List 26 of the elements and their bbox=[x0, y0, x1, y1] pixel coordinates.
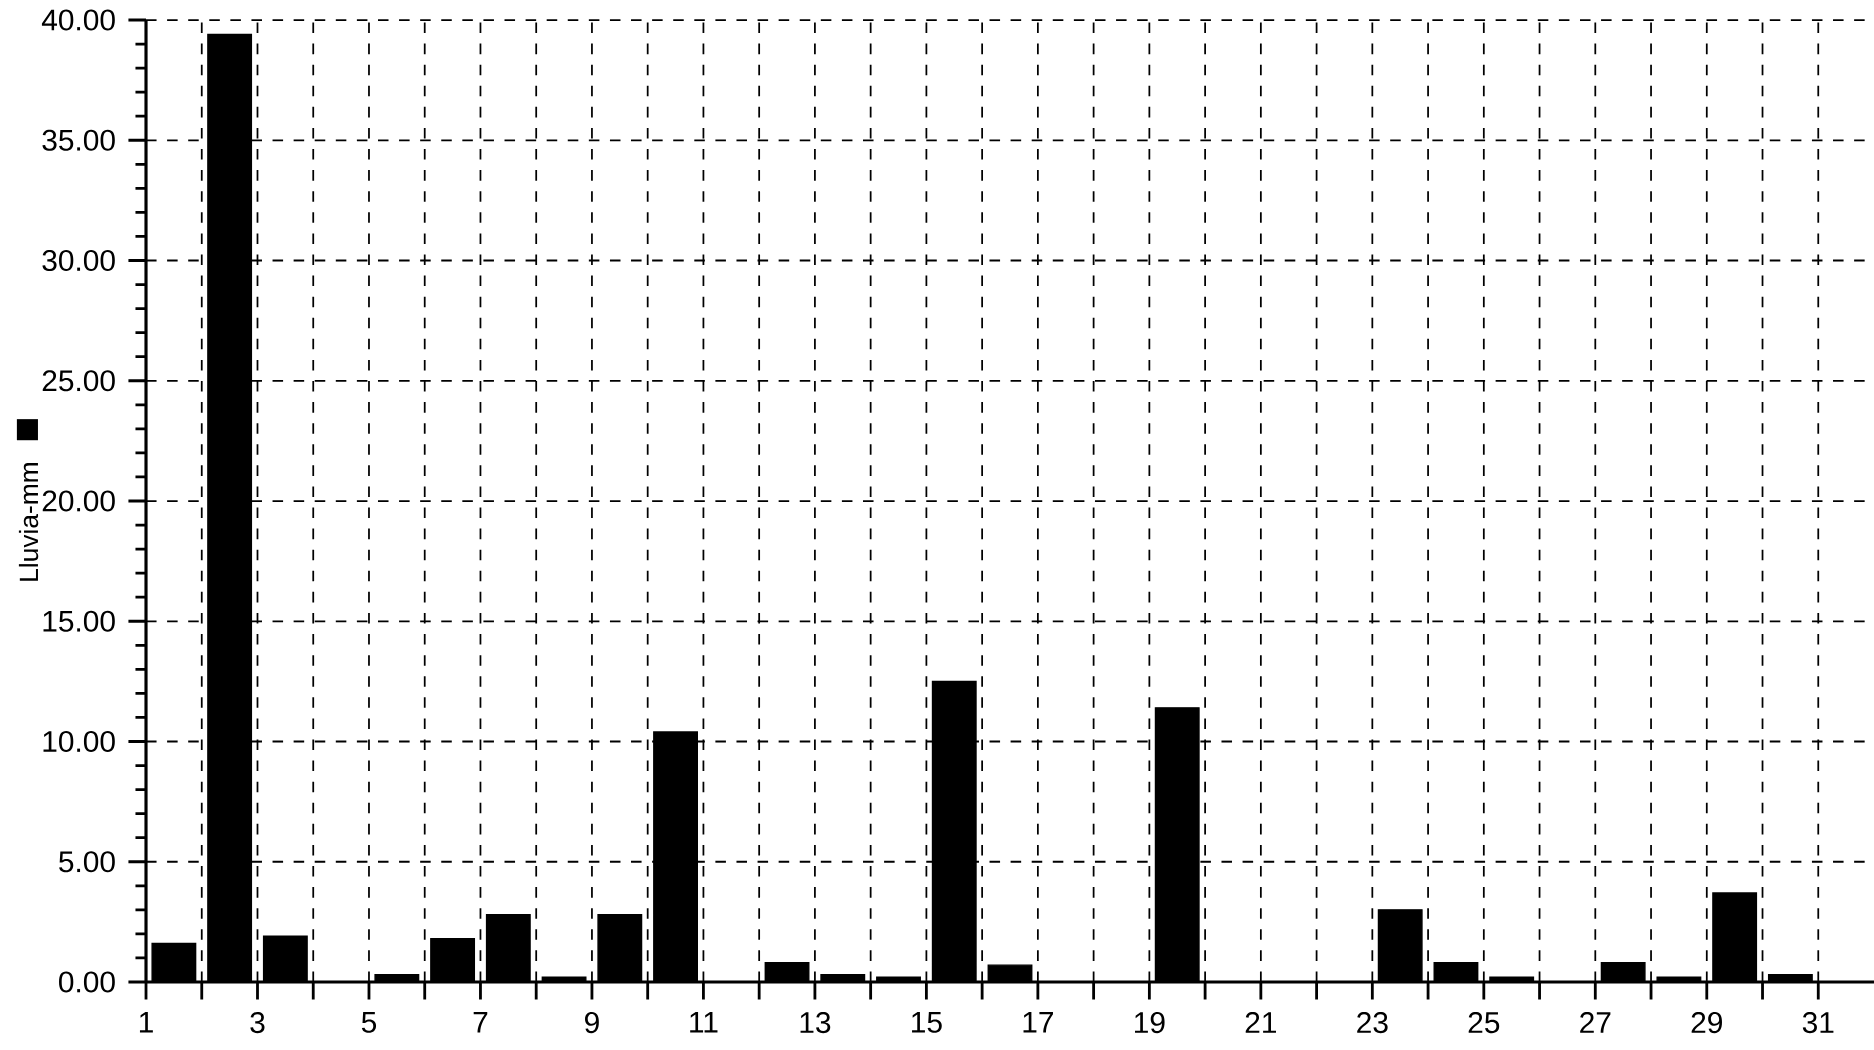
x-tick-label: 11 bbox=[690, 1011, 718, 1033]
y-tick-label: 15.00 bbox=[43, 610, 115, 632]
x-tick-label: 1 bbox=[139, 1011, 153, 1033]
x-tick-label: 9 bbox=[585, 1012, 599, 1034]
x-tick-label: 21 bbox=[1245, 1012, 1276, 1033]
y-tick-label: 40.00 bbox=[41, 9, 115, 31]
x-tick-label: 19 bbox=[1135, 1012, 1165, 1034]
x-tick-label: 23 bbox=[1357, 1012, 1388, 1034]
x-tick-label: 13 bbox=[800, 1012, 831, 1034]
y-tick-label: 10.00 bbox=[43, 730, 115, 753]
x-tick-label: 25 bbox=[1468, 1012, 1500, 1034]
x-tick-label: 27 bbox=[1580, 1012, 1611, 1033]
x-tick-label: 17 bbox=[1023, 1011, 1053, 1033]
x-tick-label: 31 bbox=[1802, 1012, 1834, 1034]
y-tick-label: 5.00 bbox=[59, 851, 115, 873]
x-tick-label: 3 bbox=[250, 1012, 265, 1034]
y-tick-label: 0.00 bbox=[59, 971, 115, 993]
y-tick-label: 25.00 bbox=[42, 370, 115, 392]
x-tick-label: 7 bbox=[473, 1011, 488, 1033]
y-tick-label: 30.00 bbox=[42, 249, 115, 272]
y-tick-label: 35.00 bbox=[42, 129, 115, 151]
x-tick-label: 29 bbox=[1691, 1012, 1722, 1034]
y-axis-title: Lluvia-mm bbox=[18, 463, 39, 581]
y-tick-label: 20.00 bbox=[42, 490, 115, 512]
x-tick-label: 15 bbox=[912, 1011, 942, 1033]
x-tick-label: 5 bbox=[361, 1011, 377, 1033]
